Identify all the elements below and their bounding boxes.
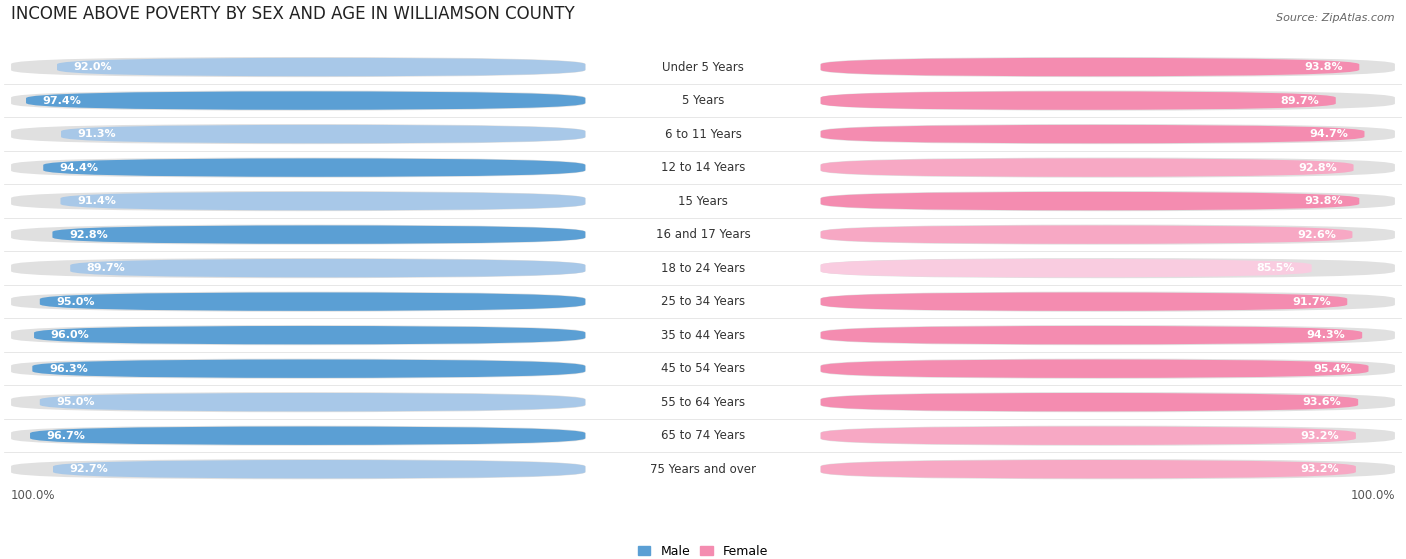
Text: 15 Years: 15 Years [678, 195, 728, 207]
Legend: Male, Female: Male, Female [633, 539, 773, 559]
FancyBboxPatch shape [11, 191, 585, 211]
FancyBboxPatch shape [821, 259, 1312, 277]
FancyBboxPatch shape [11, 258, 585, 278]
Text: 93.6%: 93.6% [1303, 397, 1341, 407]
Text: 65 to 74 Years: 65 to 74 Years [661, 429, 745, 442]
Text: 93.2%: 93.2% [1301, 430, 1340, 440]
Text: 94.4%: 94.4% [60, 163, 98, 173]
Text: 55 to 64 Years: 55 to 64 Years [661, 396, 745, 409]
FancyBboxPatch shape [821, 326, 1362, 344]
FancyBboxPatch shape [11, 91, 585, 111]
FancyBboxPatch shape [11, 359, 585, 379]
FancyBboxPatch shape [11, 425, 585, 446]
Text: 25 to 34 Years: 25 to 34 Years [661, 295, 745, 308]
Text: 95.0%: 95.0% [56, 397, 96, 407]
FancyBboxPatch shape [11, 292, 585, 312]
Text: 92.8%: 92.8% [1298, 163, 1337, 173]
FancyBboxPatch shape [821, 427, 1355, 445]
Text: 92.8%: 92.8% [69, 230, 108, 240]
FancyBboxPatch shape [39, 292, 585, 311]
Text: Source: ZipAtlas.com: Source: ZipAtlas.com [1277, 13, 1395, 23]
FancyBboxPatch shape [821, 225, 1353, 244]
Text: 75 Years and over: 75 Years and over [650, 463, 756, 476]
Text: 94.7%: 94.7% [1309, 129, 1348, 139]
Text: 91.4%: 91.4% [77, 196, 115, 206]
FancyBboxPatch shape [821, 459, 1395, 479]
FancyBboxPatch shape [11, 392, 585, 412]
FancyBboxPatch shape [821, 124, 1395, 144]
FancyBboxPatch shape [821, 359, 1368, 378]
Text: 35 to 44 Years: 35 to 44 Years [661, 329, 745, 342]
FancyBboxPatch shape [821, 325, 1395, 345]
FancyBboxPatch shape [53, 460, 585, 479]
FancyBboxPatch shape [39, 393, 585, 411]
FancyBboxPatch shape [821, 393, 1358, 411]
Text: 100.0%: 100.0% [11, 489, 56, 503]
Text: 96.3%: 96.3% [49, 364, 87, 373]
FancyBboxPatch shape [60, 125, 585, 143]
Text: 45 to 54 Years: 45 to 54 Years [661, 362, 745, 375]
FancyBboxPatch shape [11, 459, 585, 479]
FancyBboxPatch shape [821, 425, 1395, 446]
Text: 91.3%: 91.3% [77, 129, 117, 139]
Text: 93.8%: 93.8% [1305, 62, 1343, 72]
FancyBboxPatch shape [821, 158, 1354, 177]
FancyBboxPatch shape [11, 158, 585, 178]
Text: 12 to 14 Years: 12 to 14 Years [661, 161, 745, 174]
Text: 92.0%: 92.0% [73, 62, 112, 72]
Text: 89.7%: 89.7% [1281, 96, 1319, 106]
FancyBboxPatch shape [821, 158, 1395, 178]
FancyBboxPatch shape [821, 460, 1355, 479]
FancyBboxPatch shape [821, 292, 1395, 312]
Text: 91.7%: 91.7% [1292, 297, 1330, 307]
Text: 93.8%: 93.8% [1305, 196, 1343, 206]
FancyBboxPatch shape [30, 427, 585, 445]
Text: 95.0%: 95.0% [56, 297, 96, 307]
FancyBboxPatch shape [821, 258, 1395, 278]
FancyBboxPatch shape [821, 225, 1395, 245]
Text: 6 to 11 Years: 6 to 11 Years [665, 127, 741, 140]
FancyBboxPatch shape [821, 125, 1364, 143]
FancyBboxPatch shape [44, 158, 585, 177]
FancyBboxPatch shape [821, 359, 1395, 379]
FancyBboxPatch shape [52, 225, 585, 244]
FancyBboxPatch shape [821, 191, 1395, 211]
FancyBboxPatch shape [11, 124, 585, 144]
FancyBboxPatch shape [11, 225, 585, 245]
Text: 85.5%: 85.5% [1257, 263, 1295, 273]
Text: 96.0%: 96.0% [51, 330, 90, 340]
FancyBboxPatch shape [821, 91, 1336, 110]
FancyBboxPatch shape [60, 192, 585, 210]
FancyBboxPatch shape [821, 57, 1395, 77]
Text: 96.7%: 96.7% [46, 430, 86, 440]
FancyBboxPatch shape [821, 58, 1360, 76]
Text: 95.4%: 95.4% [1313, 364, 1353, 373]
Text: 100.0%: 100.0% [1350, 489, 1395, 503]
Text: 94.3%: 94.3% [1306, 330, 1346, 340]
FancyBboxPatch shape [27, 91, 585, 110]
Text: 92.7%: 92.7% [70, 464, 108, 474]
Text: 5 Years: 5 Years [682, 94, 724, 107]
Text: 92.6%: 92.6% [1296, 230, 1336, 240]
Text: INCOME ABOVE POVERTY BY SEX AND AGE IN WILLIAMSON COUNTY: INCOME ABOVE POVERTY BY SEX AND AGE IN W… [11, 6, 575, 23]
Text: 18 to 24 Years: 18 to 24 Years [661, 262, 745, 274]
FancyBboxPatch shape [821, 91, 1395, 111]
FancyBboxPatch shape [58, 58, 585, 76]
FancyBboxPatch shape [32, 359, 585, 378]
FancyBboxPatch shape [70, 259, 585, 277]
FancyBboxPatch shape [11, 325, 585, 345]
Text: 97.4%: 97.4% [42, 96, 82, 106]
Text: 93.2%: 93.2% [1301, 464, 1340, 474]
Text: Under 5 Years: Under 5 Years [662, 60, 744, 74]
FancyBboxPatch shape [34, 326, 585, 344]
Text: 16 and 17 Years: 16 and 17 Years [655, 228, 751, 241]
FancyBboxPatch shape [821, 192, 1360, 210]
FancyBboxPatch shape [11, 57, 585, 77]
FancyBboxPatch shape [821, 292, 1347, 311]
Text: 89.7%: 89.7% [87, 263, 125, 273]
FancyBboxPatch shape [821, 392, 1395, 412]
